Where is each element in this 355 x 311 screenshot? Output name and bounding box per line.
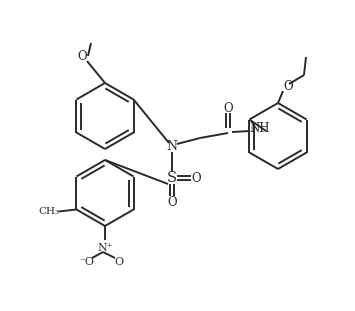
Text: O: O bbox=[77, 50, 87, 63]
Text: N⁺: N⁺ bbox=[97, 243, 113, 253]
Text: O: O bbox=[191, 171, 201, 184]
Text: S: S bbox=[167, 171, 177, 185]
Text: ⁻O: ⁻O bbox=[80, 257, 94, 267]
Text: O: O bbox=[283, 80, 293, 92]
Text: O: O bbox=[167, 196, 177, 208]
Text: NH: NH bbox=[250, 122, 270, 134]
Text: CH₃: CH₃ bbox=[38, 207, 59, 216]
Text: O: O bbox=[223, 101, 233, 114]
Text: N: N bbox=[166, 140, 178, 152]
Text: O: O bbox=[114, 257, 124, 267]
